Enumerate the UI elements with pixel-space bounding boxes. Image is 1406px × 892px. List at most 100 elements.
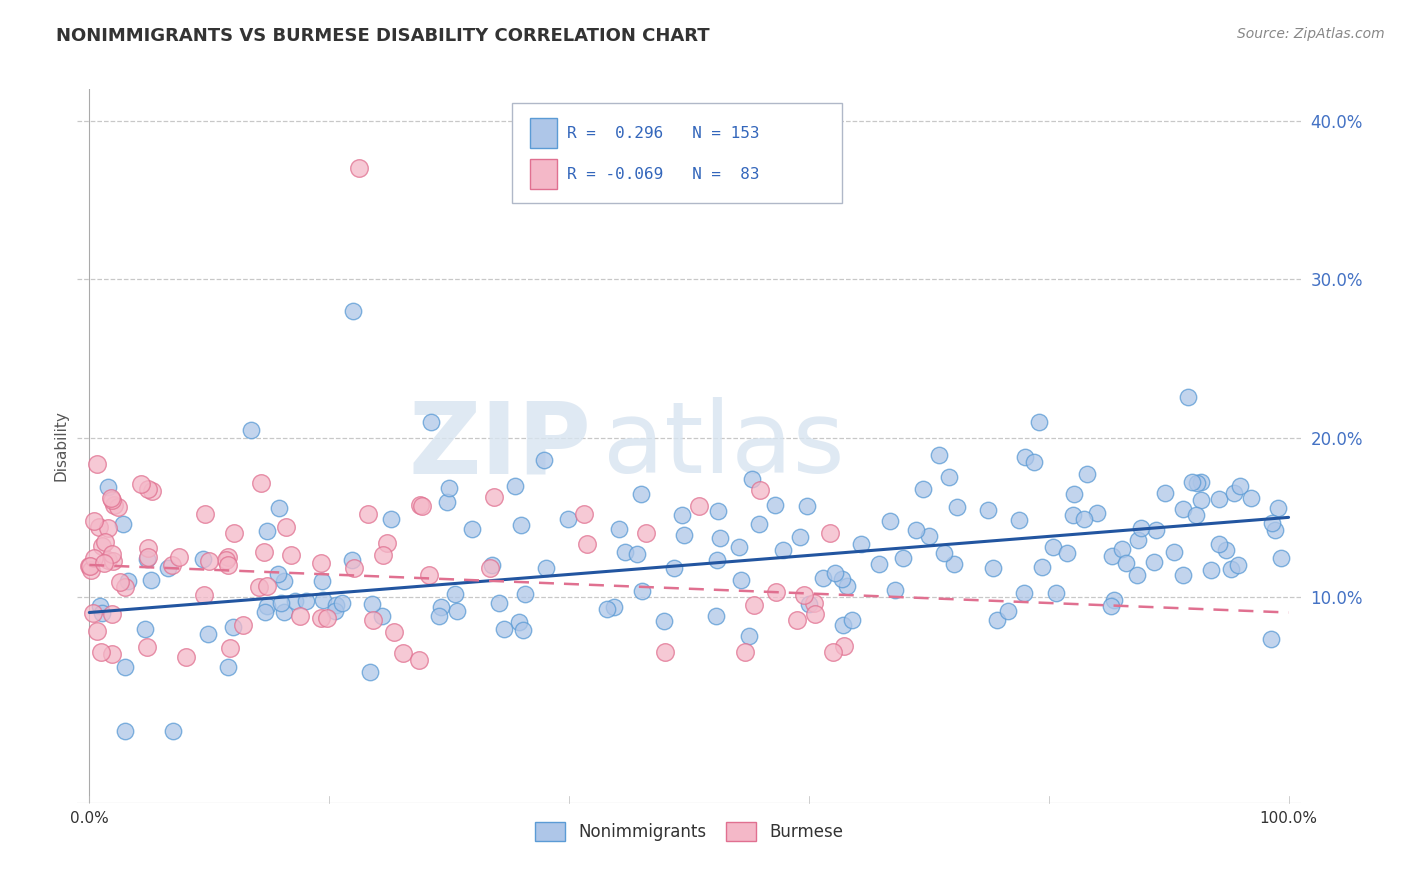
- Point: [742, 598, 765, 612]
- Point: [247, 580, 270, 594]
- Point: [1264, 523, 1286, 537]
- Point: [1185, 508, 1208, 522]
- Point: [83, 514, 105, 528]
- Text: 100.0%: 100.0%: [1260, 811, 1317, 826]
- Point: [100, 491, 122, 506]
- Point: [311, 574, 333, 588]
- Point: [141, 483, 163, 498]
- Point: [276, 519, 298, 533]
- Point: [728, 541, 751, 555]
- Point: [986, 613, 1008, 627]
- Point: [1208, 537, 1230, 551]
- Point: [673, 527, 696, 541]
- Point: [492, 622, 515, 636]
- Point: [110, 574, 132, 589]
- Point: [1125, 568, 1147, 582]
- Point: [340, 553, 363, 567]
- Point: [533, 452, 555, 467]
- Point: [270, 596, 292, 610]
- Point: [1031, 559, 1053, 574]
- Point: [103, 498, 125, 512]
- Point: [868, 557, 890, 571]
- Point: [193, 588, 215, 602]
- Point: [1189, 475, 1212, 490]
- Point: [512, 623, 534, 637]
- Point: [97, 521, 120, 535]
- Point: [837, 579, 859, 593]
- Point: [730, 574, 752, 588]
- Point: [273, 605, 295, 619]
- Point: [883, 582, 905, 597]
- Point: [380, 512, 402, 526]
- Point: [83, 551, 105, 566]
- Point: [557, 511, 579, 525]
- Point: [1181, 475, 1204, 490]
- Text: Source: ZipAtlas.com: Source: ZipAtlas.com: [1237, 27, 1385, 41]
- Point: [136, 640, 159, 654]
- Point: [290, 609, 312, 624]
- Point: [330, 596, 353, 610]
- Point: [420, 415, 443, 429]
- Point: [1267, 500, 1289, 515]
- Point: [359, 665, 381, 679]
- Point: [232, 617, 254, 632]
- Point: [101, 493, 124, 508]
- Point: [630, 486, 652, 500]
- Point: [572, 508, 595, 522]
- Point: [709, 532, 731, 546]
- Point: [217, 550, 239, 565]
- Point: [134, 622, 156, 636]
- Point: [217, 659, 239, 673]
- Point: [824, 566, 846, 580]
- Point: [748, 483, 770, 497]
- Point: [797, 597, 820, 611]
- Point: [411, 499, 433, 513]
- Legend: Nonimmigrants, Burmese: Nonimmigrants, Burmese: [527, 815, 851, 848]
- Point: [1042, 540, 1064, 554]
- Point: [86, 624, 108, 639]
- Point: [482, 490, 505, 504]
- Point: [363, 613, 385, 627]
- Point: [654, 645, 676, 659]
- Point: [136, 482, 159, 496]
- Point: [408, 653, 430, 667]
- Point: [503, 478, 526, 492]
- Point: [409, 498, 432, 512]
- Point: [370, 608, 392, 623]
- Point: [343, 561, 366, 575]
- Point: [392, 646, 415, 660]
- Point: [347, 161, 370, 176]
- Point: [86, 457, 108, 471]
- Point: [295, 593, 318, 607]
- Y-axis label: Disability: Disability: [53, 410, 69, 482]
- Point: [981, 561, 1004, 575]
- Point: [652, 614, 675, 628]
- Point: [1115, 557, 1137, 571]
- Point: [101, 547, 124, 561]
- Point: [636, 525, 658, 540]
- Point: [1191, 493, 1213, 508]
- Point: [114, 580, 136, 594]
- Point: [488, 596, 510, 610]
- Point: [786, 614, 808, 628]
- Point: [357, 507, 380, 521]
- Point: [1261, 516, 1284, 530]
- Point: [1220, 562, 1243, 576]
- Point: [89, 599, 111, 614]
- Point: [510, 518, 533, 533]
- Point: [1144, 523, 1167, 537]
- Point: [256, 599, 278, 613]
- Point: [1128, 533, 1150, 548]
- Point: [832, 617, 855, 632]
- Point: [481, 558, 503, 573]
- Point: [197, 627, 219, 641]
- Point: [224, 526, 246, 541]
- Point: [112, 516, 135, 531]
- Point: [1045, 586, 1067, 600]
- Point: [946, 500, 969, 514]
- Point: [1028, 415, 1050, 429]
- Point: [1111, 542, 1133, 557]
- Point: [267, 566, 290, 581]
- Point: [849, 537, 872, 551]
- Point: [596, 602, 619, 616]
